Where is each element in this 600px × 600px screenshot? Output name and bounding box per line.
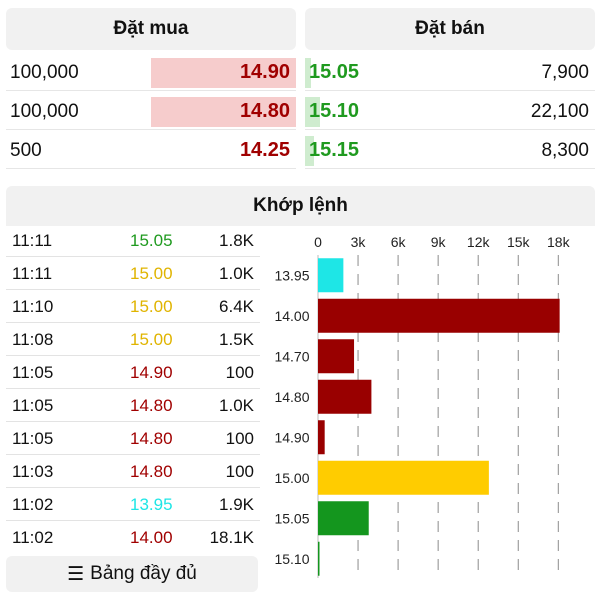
trade-row[interactable]: 11:02 13.95 1.9K — [6, 488, 260, 521]
buy-price: 14.25 — [239, 139, 290, 161]
trade-row[interactable]: 11:05 14.80 100 — [6, 422, 260, 455]
sell-volume-bar — [305, 97, 320, 127]
buy-volume: 100,000 — [10, 62, 79, 83]
chart-x-tick-label: 0 — [314, 234, 322, 250]
buy-price: 14.90 — [239, 61, 290, 83]
chart-bar — [318, 339, 355, 374]
trade-price: 15.05 — [130, 231, 173, 250]
trade-row[interactable]: 11:11 15.00 1.0K — [6, 257, 260, 290]
trade-row[interactable]: 11:08 15.00 1.5K — [6, 323, 260, 356]
chart-y-tick-label: 14.70 — [274, 348, 309, 364]
trade-volume: 6.4K — [219, 297, 254, 316]
sell-volume: 22,100 — [530, 101, 589, 122]
trade-volume: 1.0K — [219, 396, 254, 415]
sell-order-row[interactable]: 15.10 22,100 — [305, 92, 595, 130]
chart-x-tick-label: 6k — [391, 234, 407, 250]
trade-volume: 100 — [225, 462, 254, 481]
trade-time: 11:05 — [12, 429, 54, 448]
chart-bar — [318, 501, 369, 536]
trade-row[interactable]: 11:11 15.05 1.8K — [6, 224, 260, 257]
chart-x-tick-label: 18k — [547, 234, 571, 250]
trade-row[interactable]: 11:05 14.80 1.0K — [6, 389, 260, 422]
buy-order-row[interactable]: 100,000 14.90 — [6, 53, 296, 91]
trade-price: 14.80 — [130, 429, 173, 448]
sell-price: 15.15 — [309, 139, 360, 161]
chart-bar — [318, 420, 325, 455]
sell-volume-bar — [305, 136, 314, 166]
chart-y-tick-label: 14.90 — [274, 429, 309, 445]
trade-time: 11:03 — [12, 462, 54, 481]
trade-price: 15.00 — [130, 264, 173, 283]
trade-row[interactable]: 11:10 15.00 6.4K — [6, 290, 260, 323]
trade-price: 14.00 — [130, 528, 173, 547]
trade-volume: 18.1K — [209, 528, 254, 547]
chart-y-tick-label: 14.00 — [274, 308, 309, 324]
trade-price: 14.80 — [130, 462, 173, 481]
full-table-button[interactable]: ☰ Bảng đầy đủ — [6, 556, 258, 592]
sell-volume: 7,900 — [541, 62, 589, 83]
buy-order-row[interactable]: 100,000 14.80 — [6, 92, 296, 130]
trade-time: 11:02 — [12, 528, 54, 547]
chart-y-tick-label: 14.80 — [274, 389, 309, 405]
chart-y-tick-label: 15.05 — [274, 510, 309, 526]
sell-volume-bar — [305, 58, 311, 88]
buy-order-row[interactable]: 500 14.25 — [6, 131, 296, 169]
chart-y-tick-label: 13.95 — [274, 267, 309, 283]
trade-price: 15.00 — [130, 330, 173, 349]
chart-x-tick-label: 9k — [431, 234, 447, 250]
trade-volume: 100 — [225, 429, 254, 448]
sell-order-row[interactable]: 15.05 7,900 — [305, 53, 595, 91]
trade-volume: 1.5K — [219, 330, 254, 349]
buy-price: 14.80 — [239, 100, 290, 122]
chart-x-tick-label: 3k — [351, 234, 367, 250]
trade-price: 15.00 — [130, 297, 173, 316]
trade-time: 11:08 — [12, 330, 54, 349]
chart-bar — [318, 379, 372, 414]
buy-volume-bar — [151, 58, 296, 88]
trade-row[interactable]: 11:02 14.00 18.1K — [6, 521, 260, 554]
trade-volume: 100 — [225, 363, 254, 382]
buy-volume: 100,000 — [10, 101, 79, 122]
trade-price: 14.80 — [130, 396, 173, 415]
buy-orders-header: Đặt mua — [6, 8, 296, 50]
list-icon: ☰ — [67, 563, 85, 585]
trade-volume: 1.0K — [219, 264, 254, 283]
chart-bar — [318, 541, 320, 576]
trade-volume: 1.9K — [219, 495, 254, 514]
chart-bar — [318, 298, 560, 333]
matched-orders-header: Khớp lệnh — [6, 186, 595, 226]
trade-price: 14.90 — [130, 363, 173, 382]
chart-y-tick-label: 15.10 — [274, 551, 309, 567]
chart-x-tick-label: 12k — [467, 234, 491, 250]
trade-time: 11:11 — [12, 231, 53, 250]
buy-volume: 500 — [10, 140, 42, 161]
trade-row[interactable]: 11:05 14.90 100 — [6, 356, 260, 389]
trade-time: 11:05 — [12, 363, 54, 382]
trade-price: 13.95 — [130, 495, 173, 514]
trade-time: 11:02 — [12, 495, 54, 514]
sell-price: 15.05 — [309, 61, 360, 83]
sell-price: 15.10 — [309, 100, 360, 122]
chart-bar — [318, 460, 489, 495]
trade-row[interactable]: 11:03 14.80 100 — [6, 455, 260, 488]
sell-order-row[interactable]: 15.15 8,300 — [305, 131, 595, 169]
chart-y-tick-label: 15.00 — [274, 470, 309, 486]
full-table-label: Bảng đầy đủ — [90, 563, 197, 584]
chart-x-tick-label: 15k — [507, 234, 531, 250]
volume-by-price-chart: 0 3k 6k 9k 12k 15k 18k 13.95 14.00 14.70 14.80 14.9… — [274, 234, 571, 578]
trade-volume: 1.8K — [219, 231, 254, 250]
sell-volume: 8,300 — [541, 140, 589, 161]
chart-bar — [318, 258, 344, 293]
trade-time: 11:10 — [12, 297, 54, 316]
trade-time: 11:05 — [12, 396, 54, 415]
sell-orders-header: Đặt bán — [305, 8, 595, 50]
buy-volume-bar — [151, 97, 296, 127]
trade-time: 11:11 — [12, 264, 53, 283]
